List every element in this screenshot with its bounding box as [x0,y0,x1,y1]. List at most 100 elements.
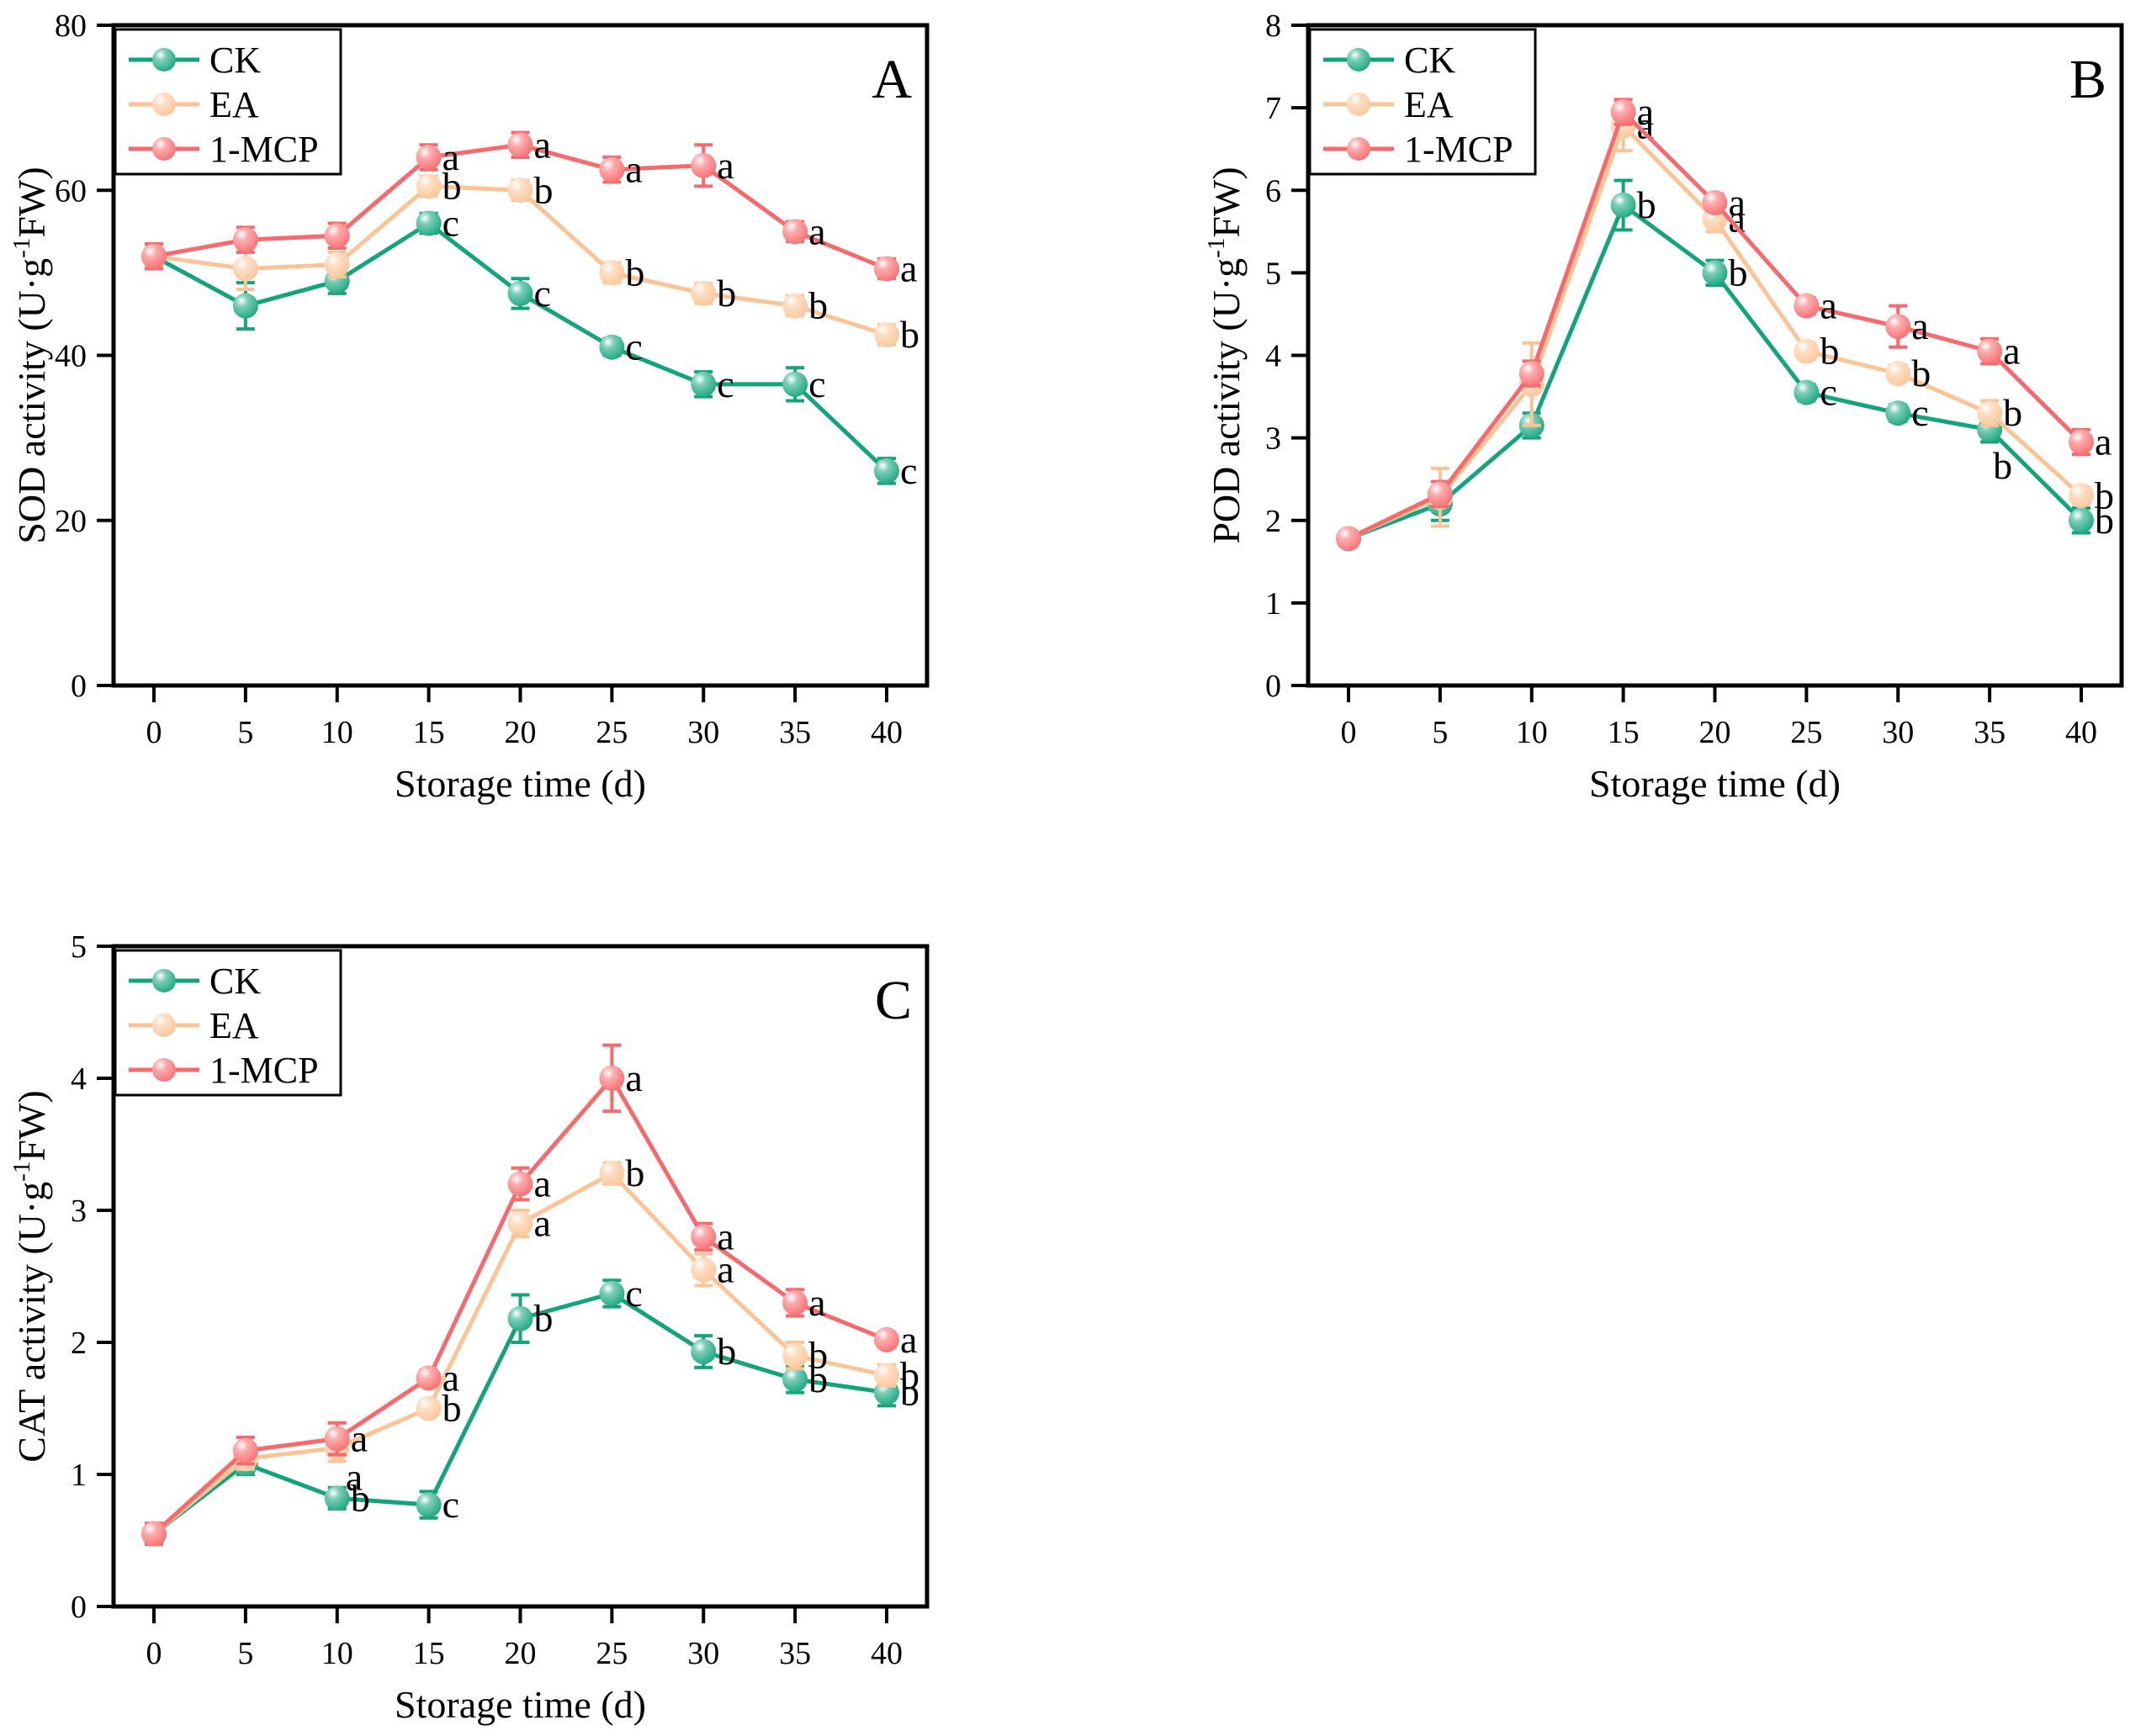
data-point [507,132,533,158]
data-point [1427,481,1453,507]
data-point [599,1066,625,1091]
sig-letter: b [808,1358,828,1400]
sig-letter: b [717,1330,736,1373]
x-tick-label: 30 [687,1636,719,1671]
series-EA: b b b b b b [141,164,919,356]
y-tick-label: 0 [71,1590,87,1625]
x-tick-label: 0 [146,1636,162,1671]
y-tick-label: 3 [71,1194,87,1229]
sig-letter: a [1637,90,1654,133]
legend-marker [1347,93,1370,116]
sig-letter: a [534,123,551,166]
x-tick-label: 5 [237,1636,253,1671]
x-tick-label: 20 [1699,715,1731,750]
data-point [1336,526,1361,552]
y-tick-label: 8 [1265,8,1281,44]
data-point [782,219,808,245]
data-point [416,210,442,236]
sig-letter: a [900,246,917,289]
sig-letter: b [534,168,554,211]
legend-marker [152,93,176,116]
y-tick-label: 5 [1265,256,1281,291]
data-point [599,1280,625,1306]
x-tick-label: 10 [321,715,353,750]
x-tick-label: 40 [2065,715,2097,750]
panel-letter: B [2069,49,2106,110]
x-tick-label: 20 [505,1636,537,1671]
data-point [232,227,258,253]
data-point [782,1366,808,1392]
sig-letter: c [625,1272,642,1315]
x-tick-label: 35 [1974,715,2006,750]
data-point [507,1171,533,1197]
sig-letter: c [534,272,551,315]
data-point [416,145,442,170]
y-tick-label: 1 [1265,586,1281,622]
sig-letter: a [346,1456,363,1499]
legend-label: 1-MCP [1404,129,1513,170]
sig-letter: a [1729,181,1746,224]
data-point [691,152,717,178]
x-tick-label: 0 [1341,715,1357,750]
data-point [1518,361,1545,387]
x-axis-title: Storage time (d) [395,1683,646,1726]
x-tick-label: 10 [321,1636,353,1671]
sig-letter: b [2095,499,2114,542]
sig-letter: a [2003,330,2020,373]
legend-label: EA [209,1005,259,1046]
y-tick-label: 2 [1265,504,1281,539]
y-tick-label: 60 [55,173,87,209]
sig-letter: a [808,209,825,252]
panel-letter: C [875,970,912,1031]
data-point [599,260,625,286]
data-point [1794,379,1820,405]
legend-label: EA [1404,84,1454,125]
data-point [1885,361,1911,387]
data-point [141,1521,167,1547]
data-point [782,293,808,319]
series-line [153,183,888,337]
data-point [599,1161,625,1187]
data-point [1610,99,1636,125]
panel-B: 0 1 2 3 4 5 6 7 8 0 5 10 15 20 25 30 35 40 Storage time (d… [1203,8,2124,805]
data-point [416,1395,442,1421]
y-tick-label: 3 [1265,421,1281,457]
data-point [416,173,442,199]
series-1-MCP: a a a a a a [141,123,917,289]
x-axis-title: Storage time (d) [1589,762,1841,805]
sig-letter: c [808,363,825,405]
series-CK: c c c c c c [141,202,917,492]
sig-letter: b [2003,391,2022,434]
x-tick-label: 15 [413,1636,445,1671]
series-1-MCP: a a a a a a [1336,90,2112,552]
sig-letter: a [717,1248,734,1291]
sig-letter: b [1993,444,2012,487]
data-point [1702,260,1728,286]
data-point [874,1326,899,1352]
data-point [874,458,899,484]
y-tick-label: 4 [71,1061,87,1097]
x-tick-label: 15 [1608,715,1640,750]
x-tick-label: 25 [596,715,628,750]
y-tick-label: 2 [71,1326,87,1361]
data-point [507,177,533,204]
sig-letter: c [1911,391,1928,434]
x-tick-label: 25 [596,1636,628,1671]
data-point [874,1363,899,1389]
sig-letter: b [1911,352,1931,394]
data-point [691,1338,717,1364]
x-tick-label: 15 [413,715,445,750]
data-point [874,321,899,347]
data-point [2069,483,2094,509]
panel-letter: A [872,49,912,110]
x-tick-label: 25 [1790,715,1822,750]
sig-letter: b [808,284,828,327]
sig-letter: b [1820,330,1839,373]
sig-letter: b [625,1151,644,1194]
y-tick-label: 20 [55,504,87,539]
